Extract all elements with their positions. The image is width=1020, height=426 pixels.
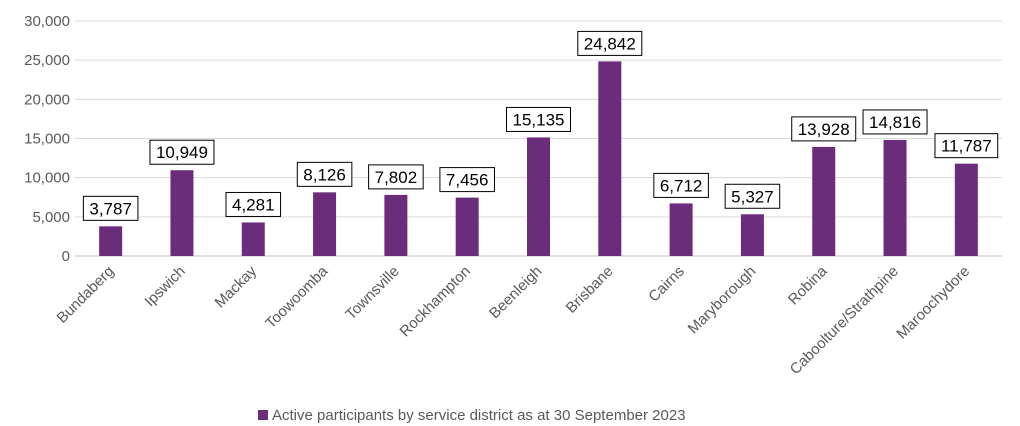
data-label: 24,842 [577,30,643,56]
x-category-label: Bundaberg [54,263,118,327]
data-label: 3,787 [82,195,139,221]
data-label-box [653,172,709,198]
bar [384,194,408,256]
data-label: 14,816 [862,109,928,135]
x-category-label: Cairns [645,263,688,306]
data-label-box [82,195,139,221]
data-label: 13,928 [791,116,857,142]
bar [598,61,622,257]
data-label-text: 7,802 [375,168,418,187]
y-tick-label: 30,000 [24,13,70,30]
x-category-label: Ipswich [141,263,188,310]
data-label: 10,949 [149,139,215,165]
x-axis: Bundaberg Ipswich Mackay Toowoomba Townsvill… [54,262,974,378]
x-category-label: Mackay [212,262,261,311]
x-category-label: Robina [785,262,831,308]
y-tick-label: 15,000 [24,131,70,148]
y-tick-label: 10,000 [24,170,70,187]
bar [170,170,194,256]
x-category-label: Toowoomba [262,262,332,332]
data-label-box [439,167,495,193]
data-label-box [368,164,424,190]
x-category-label: Maryborough [685,263,760,338]
bar [241,222,265,256]
y-tick-label: 0 [62,248,70,265]
data-label: 8,126 [296,161,353,187]
x-category-label: Townsville [342,263,402,323]
y-tick-label: 5,000 [32,209,70,226]
legend-label: Active participants by service district … [272,407,686,424]
x-category-label: Maroochydore [893,263,973,343]
data-label-text: 3,787 [89,199,132,218]
data-label-text: 24,842 [584,34,636,53]
bar [812,146,836,256]
x-category-label: Beenleigh [486,263,545,322]
y-tick-label: 20,000 [24,91,70,108]
data-label-box [791,116,857,142]
data-label-text: 6,712 [660,176,703,195]
bar [883,139,907,256]
y-tick-label: 25,000 [24,52,70,69]
bar [313,192,337,256]
data-label-box [862,109,928,135]
bar [740,214,764,256]
y-axis: 0 5,000 10,000 15,000 20,000 25,000 30,000 [24,13,70,265]
bar [954,163,978,256]
data-label: 6,712 [653,172,709,198]
data-label-box [149,139,215,165]
data-label-box [225,191,282,217]
data-labels: 3,787 10,949 4,281 8,126 7,802 7,456 15,135 24,… [82,30,999,221]
x-category-label: Brisbane [563,263,617,317]
data-label-box [506,106,571,132]
data-label-text: 13,928 [798,120,850,139]
bars [99,61,978,257]
data-label-box [296,161,353,187]
data-label: 15,135 [506,106,571,132]
data-label-text: 11,787 [941,137,992,156]
data-label-text: 8,126 [303,165,346,184]
legend: Active participants by service district … [258,407,686,424]
data-label: 4,281 [225,191,282,217]
data-label-text: 14,816 [869,113,921,132]
data-label-box [577,30,643,56]
data-label: 11,787 [934,133,999,159]
data-label-text: 15,135 [513,110,565,129]
data-label-text: 7,456 [446,171,489,190]
legend-swatch [258,410,268,420]
x-category-label: Rockhampton [397,263,474,340]
data-label: 7,802 [368,164,424,190]
data-label: 7,456 [439,167,495,193]
data-label-text: 4,281 [232,195,275,214]
data-label: 5,327 [724,183,781,209]
data-label-text: 5,327 [731,187,774,206]
data-label-box [724,183,781,209]
data-label-text: 10,949 [156,143,208,162]
bar [527,137,550,256]
bar [455,197,479,256]
data-label-box [934,133,999,159]
bar [99,226,123,256]
bar [669,203,693,256]
